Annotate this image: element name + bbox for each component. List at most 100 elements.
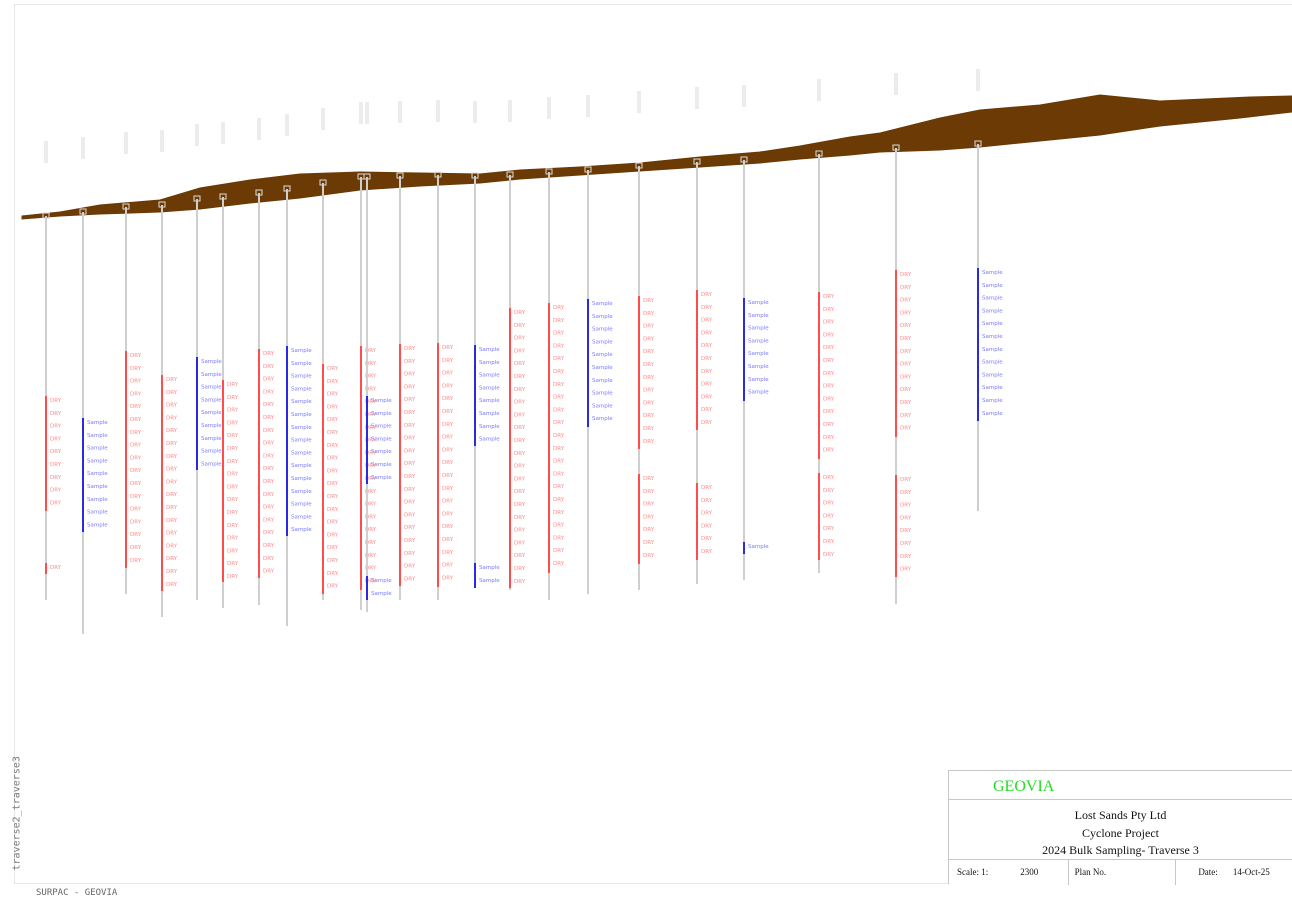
dry-interval-label: DRY: [823, 307, 835, 313]
dry-interval-label: DRY: [643, 476, 655, 482]
sample-interval-label: Sample: [479, 411, 500, 417]
hole-label-mark: [742, 85, 746, 107]
sample-interval-label: Sample: [748, 390, 769, 396]
sample-interval-label: Sample: [371, 449, 392, 455]
sample-interval-label: Sample: [371, 591, 392, 597]
dry-interval-label: DRY: [404, 512, 416, 518]
hole-label-mark: [257, 118, 261, 140]
dry-interval-label: DRY: [900, 272, 912, 278]
dry-interval-label: DRY: [365, 425, 377, 431]
dry-interval-label: DRY: [404, 346, 416, 352]
hole-label-mark: [359, 102, 363, 124]
dry-interval-label: DRY: [701, 305, 713, 311]
dry-interval-label: DRY: [514, 464, 526, 470]
hole-label-mark: [81, 137, 85, 159]
sample-interval-label: Sample: [201, 385, 222, 391]
dry-interval-label: DRY: [404, 538, 416, 544]
sample-interval-label: Sample: [371, 475, 392, 481]
dry-interval-label: DRY: [514, 540, 526, 546]
dry-interval-label: DRY: [404, 474, 416, 480]
dry-interval-label: DRY: [701, 485, 713, 491]
dry-interval-label: DRY: [130, 353, 142, 359]
dry-interval-label: DRY: [227, 536, 239, 542]
dry-interval-label: DRY: [442, 550, 454, 556]
dry-interval-label: DRY: [442, 499, 454, 505]
dry-interval-label: DRY: [823, 539, 835, 545]
sample-interval-label: Sample: [371, 424, 392, 430]
dry-interval-label: DRY: [130, 391, 142, 397]
dry-interval-label: DRY: [553, 433, 565, 439]
project-name: Cyclone Project: [1082, 825, 1159, 840]
sample-interval-label: Sample: [479, 565, 500, 571]
dry-interval-label: DRY: [227, 433, 239, 439]
dry-interval-label: DRY: [643, 502, 655, 508]
dry-interval-label: DRY: [442, 383, 454, 389]
dry-interval-label: DRY: [404, 500, 416, 506]
dry-interval-label: DRY: [50, 424, 62, 430]
dry-interval-label: DRY: [643, 324, 655, 330]
scale-label: Scale: 1:: [957, 867, 989, 877]
dry-interval-label: DRY: [50, 565, 62, 571]
sample-interval-label: Sample: [201, 410, 222, 416]
sample-interval-label: Sample: [982, 385, 1003, 391]
dry-interval-label: DRY: [701, 292, 713, 298]
dry-interval-label: DRY: [166, 415, 178, 421]
dry-interval-label: DRY: [130, 455, 142, 461]
dry-interval-label: DRY: [701, 394, 713, 400]
dry-interval-label: DRY: [365, 412, 377, 418]
dry-interval-label: DRY: [166, 377, 178, 383]
dry-interval-label: DRY: [166, 569, 178, 575]
dry-interval-label: DRY: [442, 358, 454, 364]
dry-interval-label: DRY: [227, 408, 239, 414]
sample-interval-label: Sample: [291, 450, 312, 456]
dry-interval-label: DRY: [643, 311, 655, 317]
dry-interval-label: DRY: [166, 467, 178, 473]
dry-interval-label: DRY: [514, 502, 526, 508]
sample-interval-label: Sample: [291, 463, 312, 469]
dry-interval-label: DRY: [643, 362, 655, 368]
dry-interval-label: DRY: [227, 395, 239, 401]
hole-label-mark: [436, 100, 440, 122]
sample-interval-label: Sample: [87, 510, 108, 516]
dry-interval-label: DRY: [514, 579, 526, 585]
dry-interval-label: DRY: [514, 336, 526, 342]
dry-interval-label: DRY: [263, 441, 275, 447]
hole-label-mark: [160, 130, 164, 152]
dry-interval-label: DRY: [365, 399, 377, 405]
dry-interval-label: DRY: [263, 351, 275, 357]
scale-cell: Scale: 1: 2300: [949, 860, 1069, 885]
dry-interval-label: DRY: [365, 438, 377, 444]
dry-interval-label: DRY: [130, 494, 142, 500]
dry-interval-label: DRY: [365, 489, 377, 495]
sample-interval-label: Sample: [371, 578, 392, 584]
dry-interval-label: DRY: [701, 343, 713, 349]
dry-interval-label: DRY: [263, 505, 275, 511]
dry-interval-label: DRY: [365, 361, 377, 367]
dry-interval-label: DRY: [900, 490, 912, 496]
company-name: Lost Sands Pty Ltd: [1074, 808, 1167, 822]
dry-interval-label: DRY: [404, 410, 416, 416]
dry-interval-label: DRY: [166, 403, 178, 409]
dry-interval-label: DRY: [327, 404, 339, 410]
dry-interval-label: DRY: [553, 471, 565, 477]
dry-interval-label: DRY: [130, 519, 142, 525]
dry-interval-label: DRY: [263, 492, 275, 498]
dry-interval-label: DRY: [900, 374, 912, 380]
dry-interval-label: DRY: [166, 543, 178, 549]
dry-interval-label: DRY: [365, 566, 377, 572]
sample-interval-label: Sample: [748, 364, 769, 370]
dry-interval-label: DRY: [50, 462, 62, 468]
dry-interval-label: DRY: [263, 389, 275, 395]
dry-interval-label: DRY: [166, 531, 178, 537]
layer-label: traverse2_traverse3: [11, 756, 23, 871]
dry-interval-label: DRY: [442, 473, 454, 479]
sample-interval-label: Sample: [982, 270, 1003, 276]
hole-label-mark: [547, 97, 551, 119]
sample-interval-label: Sample: [479, 360, 500, 366]
hole-label-mark: [637, 91, 641, 113]
dry-interval-label: DRY: [514, 553, 526, 559]
dry-interval-label: DRY: [365, 476, 377, 482]
sample-interval-label: Sample: [748, 300, 769, 306]
dry-interval-label: DRY: [442, 563, 454, 569]
